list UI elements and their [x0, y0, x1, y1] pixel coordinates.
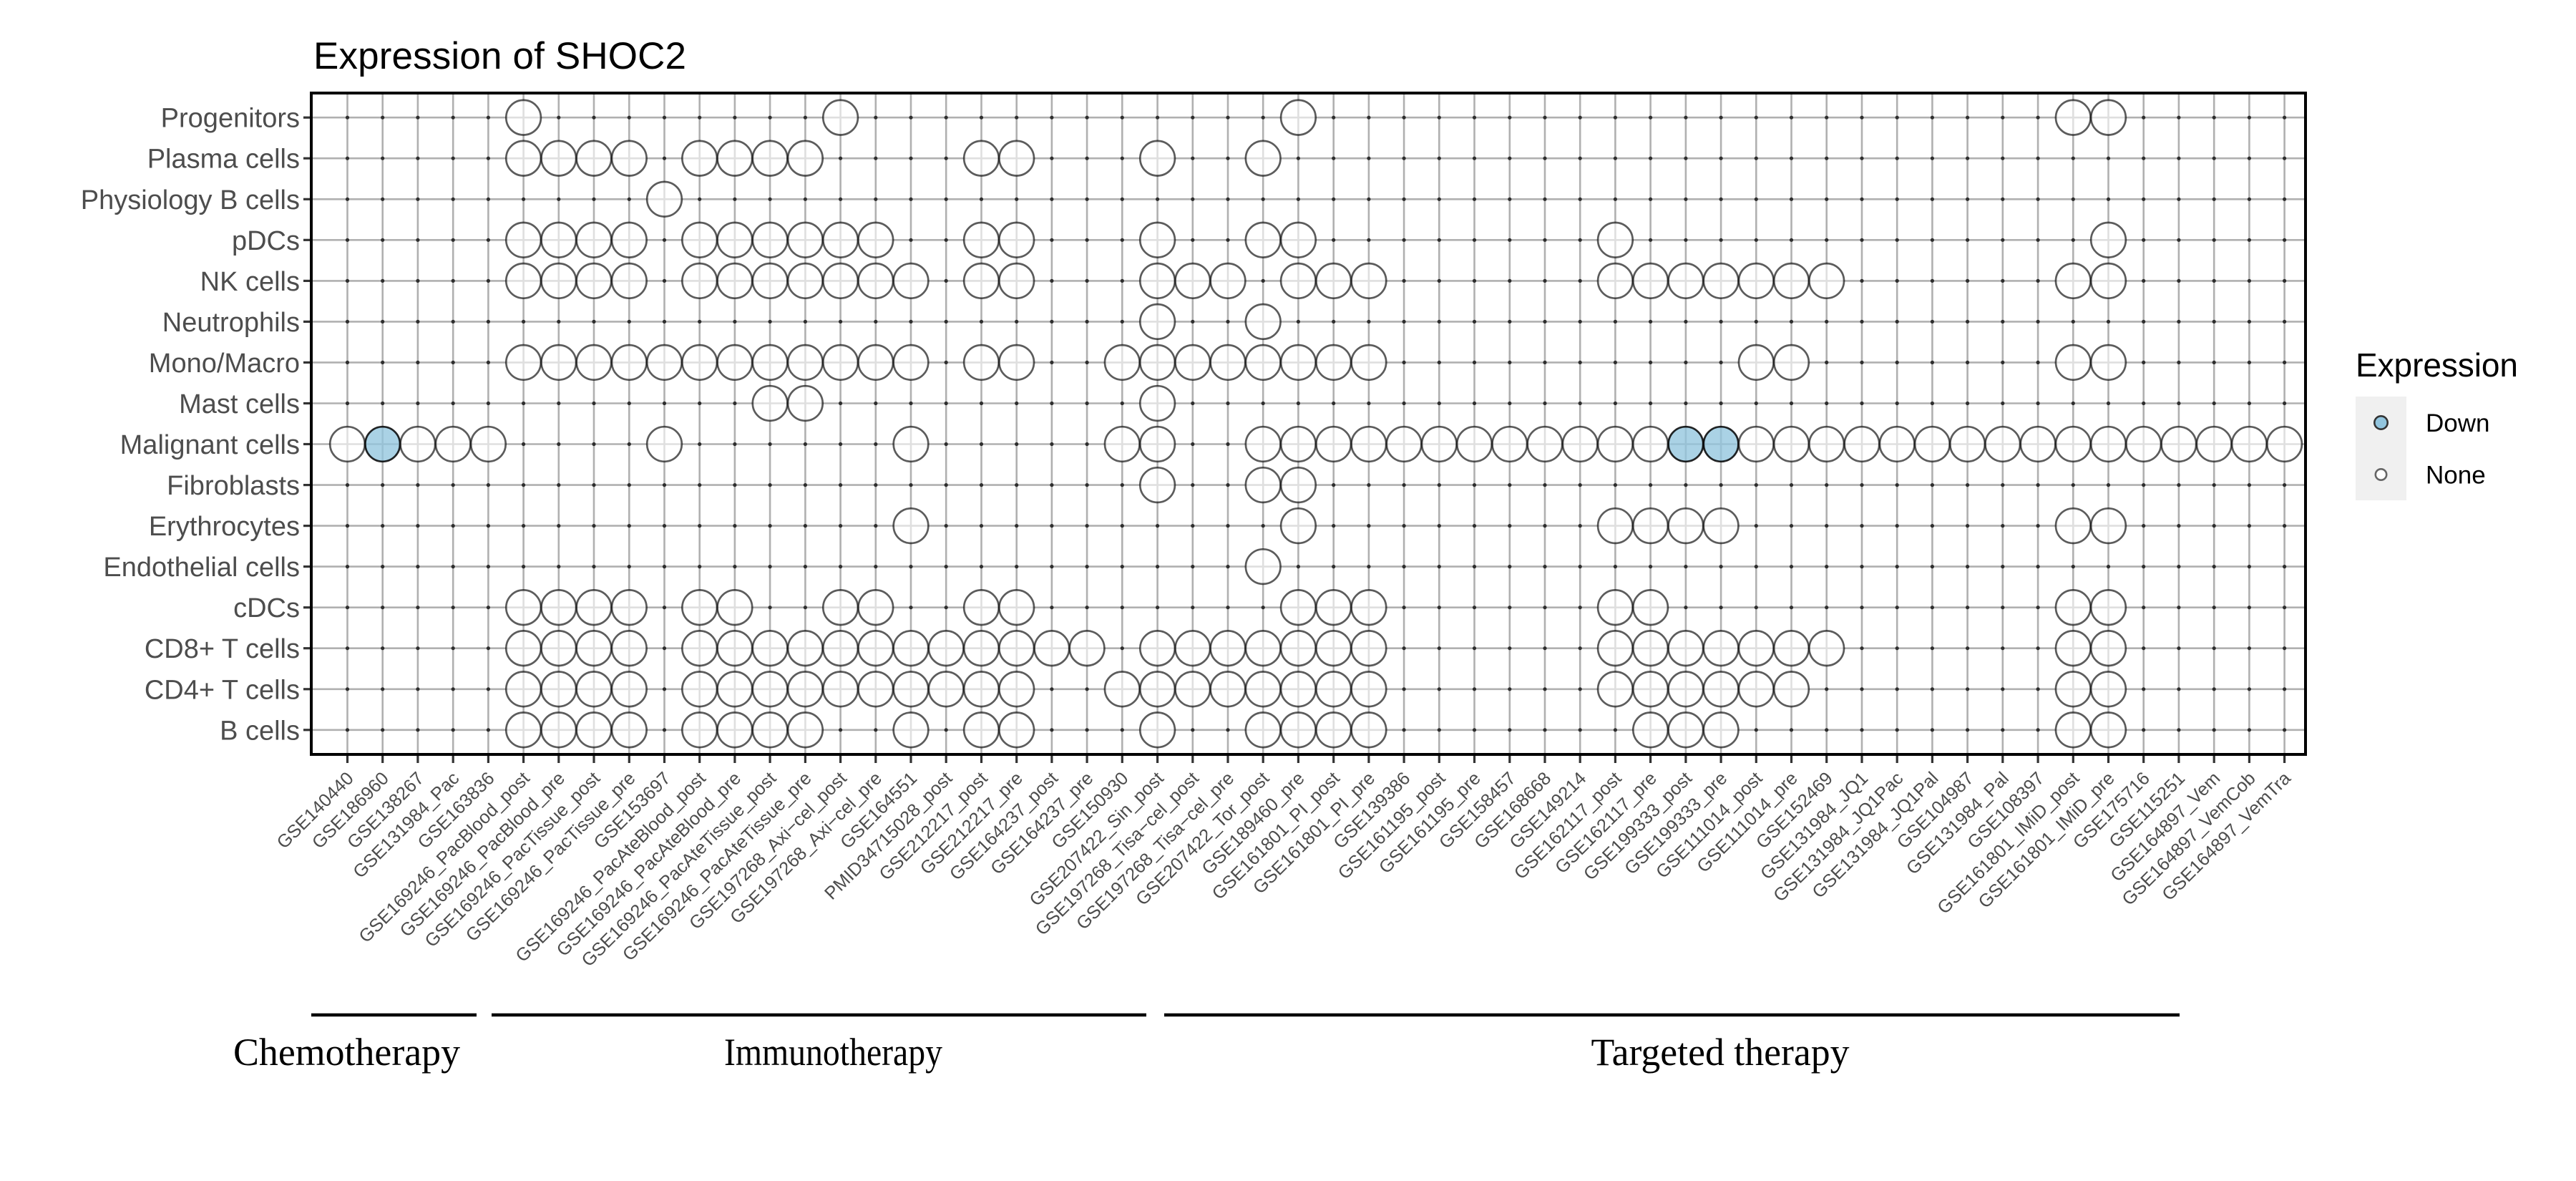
svg-text:CD4+ T cells: CD4+ T cells: [145, 675, 300, 705]
svg-text:NK cells: NK cells: [200, 267, 300, 297]
svg-text:None: None: [2426, 462, 2486, 490]
svg-text:Plasma cells: Plasma cells: [147, 145, 300, 175]
svg-text:B cells: B cells: [220, 716, 300, 746]
svg-text:Down: Down: [2426, 409, 2489, 437]
svg-text:Mast cells: Mast cells: [179, 389, 300, 419]
svg-text:Progenitors: Progenitors: [161, 104, 300, 134]
svg-text:Neutrophils: Neutrophils: [162, 308, 300, 338]
svg-text:CD8+ T cells: CD8+ T cells: [145, 634, 300, 664]
svg-text:pDCs: pDCs: [232, 226, 300, 256]
svg-text:Chemotherapy: Chemotherapy: [233, 1031, 460, 1074]
svg-text:Endothelial cells: Endothelial cells: [103, 553, 300, 583]
svg-text:Expression of SHOC2: Expression of SHOC2: [313, 35, 686, 77]
svg-text:Erythrocytes: Erythrocytes: [149, 512, 300, 542]
svg-text:Expression: Expression: [2356, 346, 2518, 384]
svg-text:Immunotherapy: Immunotherapy: [724, 1031, 942, 1074]
svg-text:Physiology B cells: Physiology B cells: [81, 185, 300, 215]
svg-text:Mono/Macro: Mono/Macro: [149, 349, 300, 379]
svg-text:Targeted therapy: Targeted therapy: [1591, 1031, 1850, 1074]
svg-text:Malignant cells: Malignant cells: [120, 430, 300, 460]
svg-text:Fibroblasts: Fibroblasts: [167, 471, 300, 501]
svg-text:cDCs: cDCs: [233, 593, 300, 623]
